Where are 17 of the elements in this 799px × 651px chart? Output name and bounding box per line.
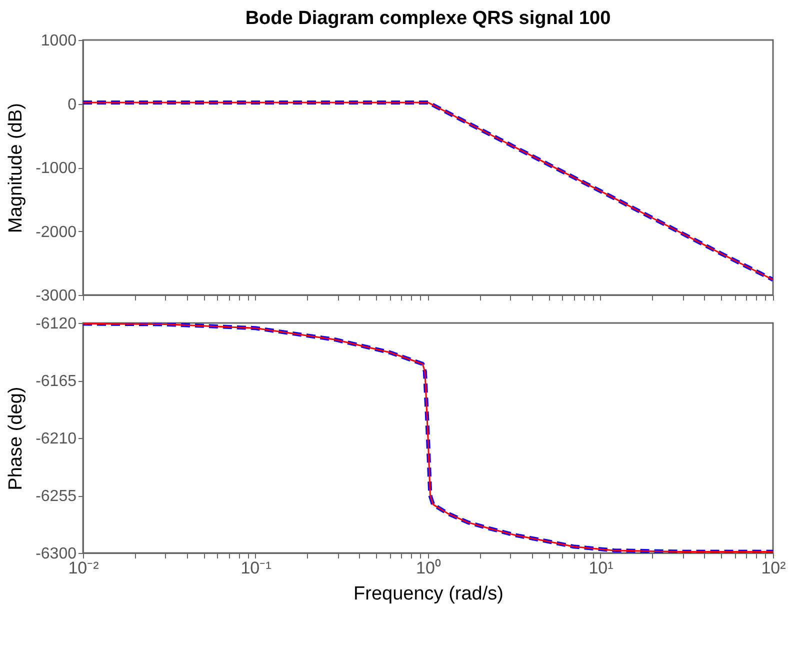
y-tick-label: -2000 [36,224,77,241]
y-tick-label: 1000 [40,32,77,50]
x-tick-label: 10² [761,558,786,578]
x-axis-title: Frequency (rad/s) [354,584,504,604]
chart-title: Bode Diagram complexe QRS signal 100 [245,8,611,29]
x-tick-label: 10⁻¹ [240,558,272,578]
y-axis-title: Magnitude (dB) [6,103,27,233]
y-tick-label: -3000 [36,288,77,304]
y-tick-label: -6120 [36,316,77,332]
y-tick-label: -6210 [36,430,77,448]
y-axis-title: Phase (deg) [6,386,27,490]
x-tick-label: 10¹ [588,558,614,578]
y-tick-label: 0 [68,96,77,114]
y-tick-label: -1000 [36,160,77,177]
x-tick-label: 10⁰ [416,558,441,578]
y-tick-label: -6165 [36,373,77,390]
y-tick-label: -6255 [36,488,77,505]
